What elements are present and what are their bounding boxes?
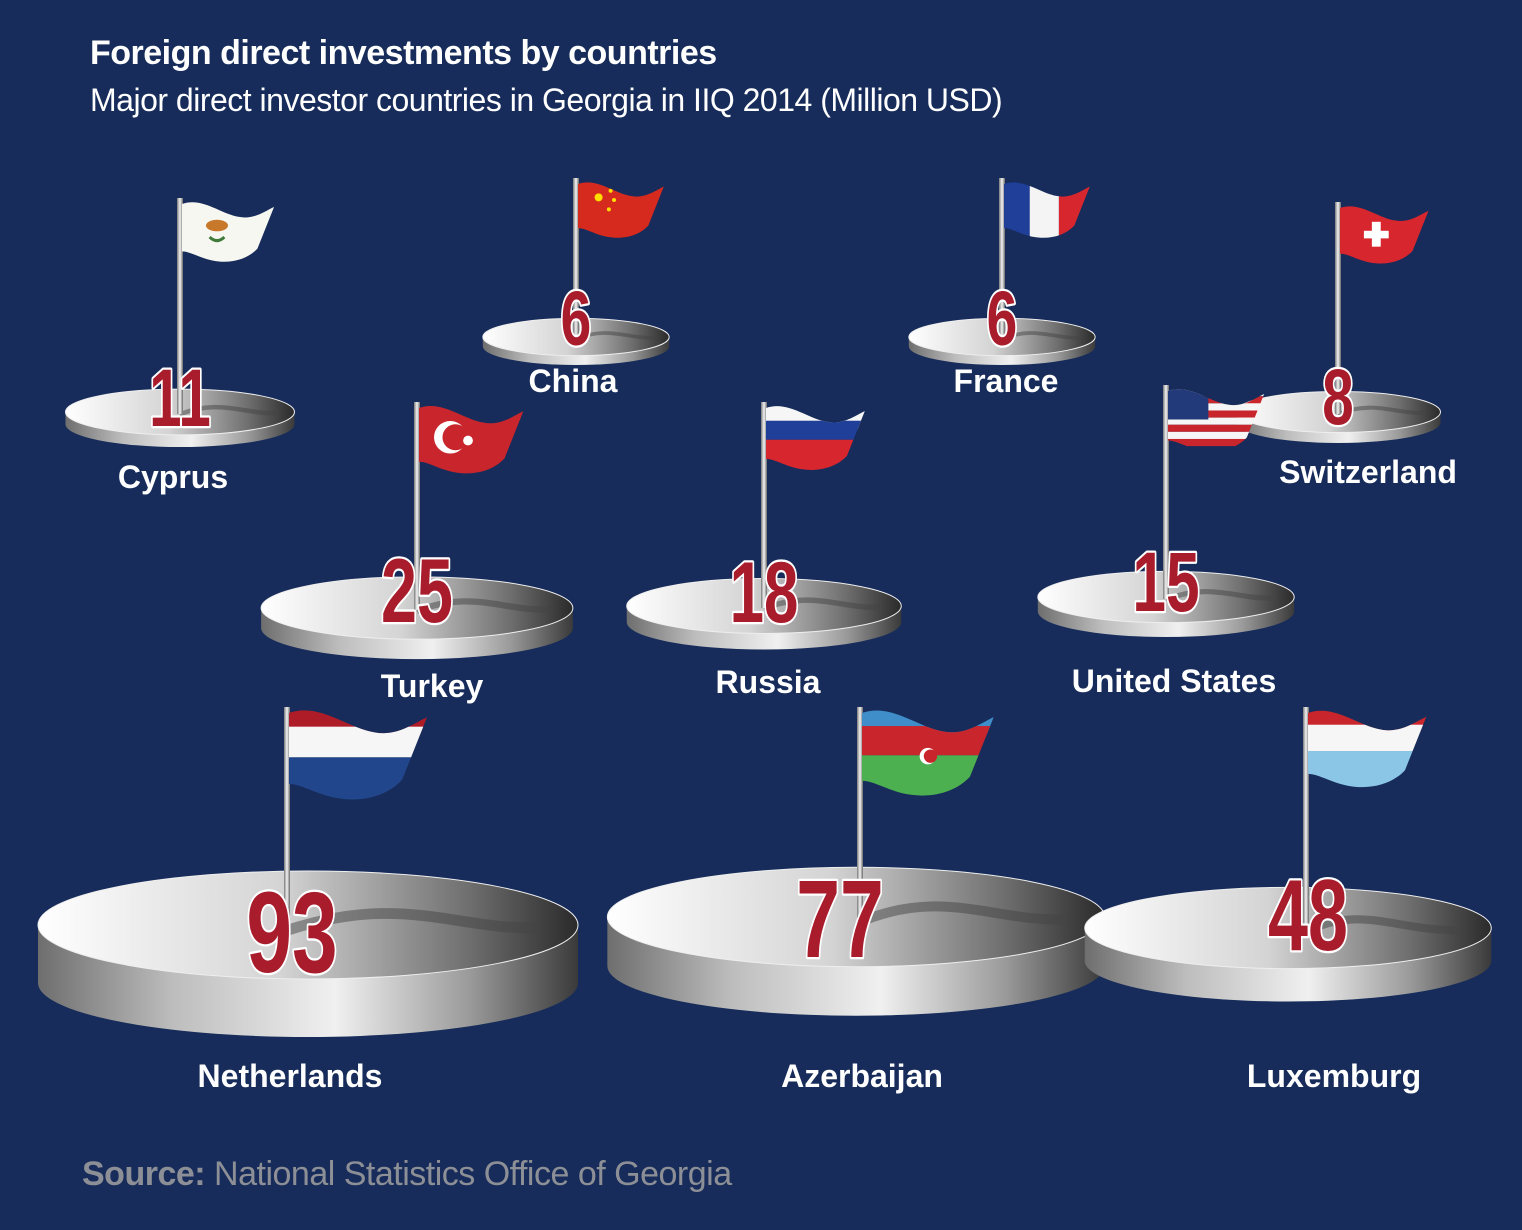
value-label-cyprus: 11 (149, 353, 211, 444)
pole-shadow-united-states (1165, 589, 1276, 602)
disc-top-luxemburg (1084, 886, 1492, 970)
cyprus-flag (182, 202, 275, 262)
switzerland-flag (1340, 206, 1429, 264)
value-label-luxemburg: 48 (1268, 859, 1348, 972)
china-flag (578, 182, 664, 238)
flag-pole-france (999, 178, 1005, 339)
flag-pole-russia (761, 402, 767, 608)
source-text: National Statistics Office of Georgia (205, 1155, 732, 1193)
flag-pole-switzerland (1335, 202, 1341, 414)
azerbaijan-flag (862, 710, 994, 796)
country-label-russia: Russia (716, 664, 821, 700)
pole-shadow-turkey (415, 598, 550, 615)
flag-pole-turkey (414, 402, 420, 610)
russia-flag (766, 406, 865, 470)
pole-shadow-france (1001, 331, 1082, 341)
country-label-france: France (954, 363, 1059, 399)
pole-shadow-china (575, 331, 656, 341)
value-label-turkey: 25 (381, 540, 453, 641)
country-label-cyprus: Cyprus (118, 459, 228, 495)
country-label-turkey: Turkey (381, 668, 484, 704)
country-label-china: China (529, 363, 618, 399)
value-label-russia: 18 (730, 544, 799, 641)
flag-pole-luxemburg (1303, 707, 1309, 930)
source-note: Source: National Statistics Office of Ge… (82, 1155, 732, 1194)
pole-shadow-luxemburg (1304, 915, 1461, 936)
country-label-azerbaijan: Azerbaijan (781, 1058, 943, 1094)
value-label-china: 6 (561, 276, 592, 362)
flag-pole-azerbaijan (857, 707, 863, 919)
country-label-netherlands: Netherlands (198, 1058, 383, 1094)
country-label-switzerland: Switzerland (1279, 454, 1457, 490)
flag-pole-united-states (1163, 385, 1169, 599)
pole-shadow-azerbaijan (858, 901, 1068, 927)
pole-shadow-russia (762, 597, 881, 612)
flag-pole-cyprus (177, 198, 183, 414)
pole-shadow-cyprus (179, 404, 278, 417)
luxemburg-flag (1308, 710, 1427, 788)
value-label-france: 6 (987, 276, 1018, 362)
value-label-netherlands: 93 (246, 870, 337, 998)
turkey-flag (419, 406, 524, 474)
value-label-switzerland: 8 (1322, 353, 1353, 442)
source-label: Source: (82, 1155, 206, 1193)
value-label-united-states: 15 (1132, 534, 1199, 630)
chart-title: Foreign direct investments by countries (90, 34, 717, 72)
country-label-luxemburg: Luxemburg (1247, 1058, 1421, 1094)
pole-shadow-switzerland (1337, 405, 1426, 416)
value-label-azerbaijan: 77 (796, 858, 884, 981)
pole-shadow-netherlands (285, 908, 538, 936)
flag-pole-netherlands (284, 707, 290, 927)
chart-subtitle: Major direct investor countries in Georg… (90, 82, 1003, 118)
france-flag (1004, 182, 1090, 238)
country-label-united-states: United States (1072, 663, 1276, 699)
netherlands-flag (289, 710, 427, 800)
flag-pole-china (573, 178, 579, 339)
